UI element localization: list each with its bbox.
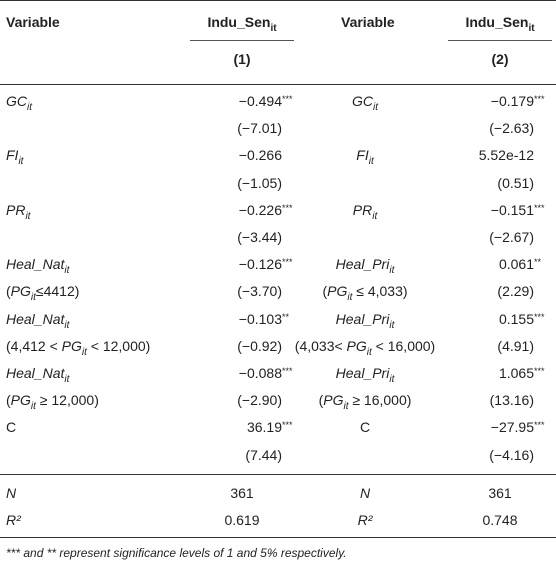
summary-0-label-1: N <box>6 485 17 501</box>
header-dependent-2: Indu_Senit <box>448 13 552 34</box>
row-4-variable-1: PRit <box>6 202 31 222</box>
row-4-value-2: −0.151*** <box>490 202 545 218</box>
summary-1-value-1: 0.619 <box>224 512 260 528</box>
row-7-value-1: (−3.70) <box>237 283 282 299</box>
summary-1-value-2: 0.748 <box>482 512 518 528</box>
row-4-variable-2: PRit <box>352 202 378 222</box>
summary-rule <box>0 474 556 475</box>
header-dependent-1: Indu_Senit <box>190 13 294 34</box>
row-9-variable-1: (4,412 < PGit < 12,000) <box>6 338 151 358</box>
row-7-variable-1: (PGit≤4412) <box>6 283 80 303</box>
table-footnote: *** and ** represent significance levels… <box>6 546 347 560</box>
row-13-value-1: (7.44) <box>245 447 282 463</box>
row-8-variable-2: Heal_Priit <box>335 311 395 331</box>
top-rule <box>0 0 556 1</box>
row-8-value-1: −0.103** <box>238 311 290 327</box>
header-subrule-1 <box>190 40 294 41</box>
header-variable-2: Variable <box>341 14 395 30</box>
row-0-value-2: −0.179*** <box>490 93 545 109</box>
row-1-value-1: (−7.01) <box>237 120 282 136</box>
row-0-variable-1: GCit <box>6 93 32 113</box>
row-12-variable-2: C <box>359 419 371 435</box>
row-2-variable-2: FIit <box>356 147 374 167</box>
row-7-variable-2: (PGit ≤ 4,033) <box>322 283 408 303</box>
row-11-value-2: (13.16) <box>489 392 534 408</box>
row-12-variable-1: C <box>6 419 17 435</box>
row-6-variable-1: Heal_Natit <box>6 256 70 276</box>
summary-1-label-2: R² <box>357 512 373 528</box>
bottom-rule <box>0 537 556 538</box>
row-9-value-2: (4.91) <box>497 338 534 354</box>
row-12-value-1: 36.19*** <box>246 419 293 435</box>
row-12-value-2: −27.95*** <box>490 419 545 435</box>
header-dependent-1-label: Indu_Sen <box>207 14 271 30</box>
row-4-value-1: −0.226*** <box>238 202 293 218</box>
row-6-value-1: −0.126*** <box>238 256 293 272</box>
row-11-variable-1: (PGit ≥ 12,000) <box>6 392 99 412</box>
row-7-value-2: (2.29) <box>497 283 534 299</box>
row-6-variable-2: Heal_Priit <box>335 256 395 276</box>
row-10-variable-2: Heal_Priit <box>335 365 395 385</box>
row-8-value-2: 0.155*** <box>498 311 545 327</box>
row-6-value-2: 0.061** <box>498 256 542 272</box>
row-0-value-1: −0.494*** <box>238 93 293 109</box>
summary-0-value-2: 361 <box>488 485 512 501</box>
row-5-value-2: (−2.67) <box>489 229 534 245</box>
header-subrule-2 <box>448 40 552 41</box>
row-1-value-2: (−2.63) <box>489 120 534 136</box>
row-13-value-2: (−4.16) <box>489 447 534 463</box>
header-model-1: (1) <box>233 51 251 67</box>
row-0-variable-2: GCit <box>352 93 378 113</box>
row-8-variable-1: Heal_Natit <box>6 311 70 331</box>
row-10-value-2: 1.065*** <box>498 365 545 381</box>
header-dependent-1-sub: it <box>270 22 277 34</box>
row-10-value-1: −0.088*** <box>238 365 293 381</box>
row-10-variable-1: Heal_Natit <box>6 365 70 385</box>
row-11-variable-2: (PGit ≥ 16,000) <box>318 392 412 412</box>
header-dependent-2-label: Indu_Sen <box>465 14 529 30</box>
header-model-2: (2) <box>491 51 509 67</box>
summary-1-label-1: R² <box>6 512 21 528</box>
row-2-value-1: −0.266 <box>238 147 282 163</box>
header-variable-1: Variable <box>6 14 60 30</box>
row-5-value-1: (−3.44) <box>237 229 282 245</box>
row-2-value-2: 5.52e-12 <box>478 147 534 163</box>
row-3-value-1: (−1.05) <box>237 175 282 191</box>
header-dependent-2-sub: it <box>528 22 535 34</box>
row-11-value-1: (−2.90) <box>237 392 282 408</box>
summary-0-label-2: N <box>359 485 371 501</box>
row-9-value-1: (−0.92) <box>237 338 282 354</box>
row-9-variable-2: (4,033< PGit < 16,000) <box>294 338 436 358</box>
row-2-variable-1: FIit <box>6 147 24 167</box>
row-3-value-2: (0.51) <box>497 175 534 191</box>
header-bottom-rule <box>0 84 556 85</box>
summary-0-value-1: 361 <box>230 485 254 501</box>
